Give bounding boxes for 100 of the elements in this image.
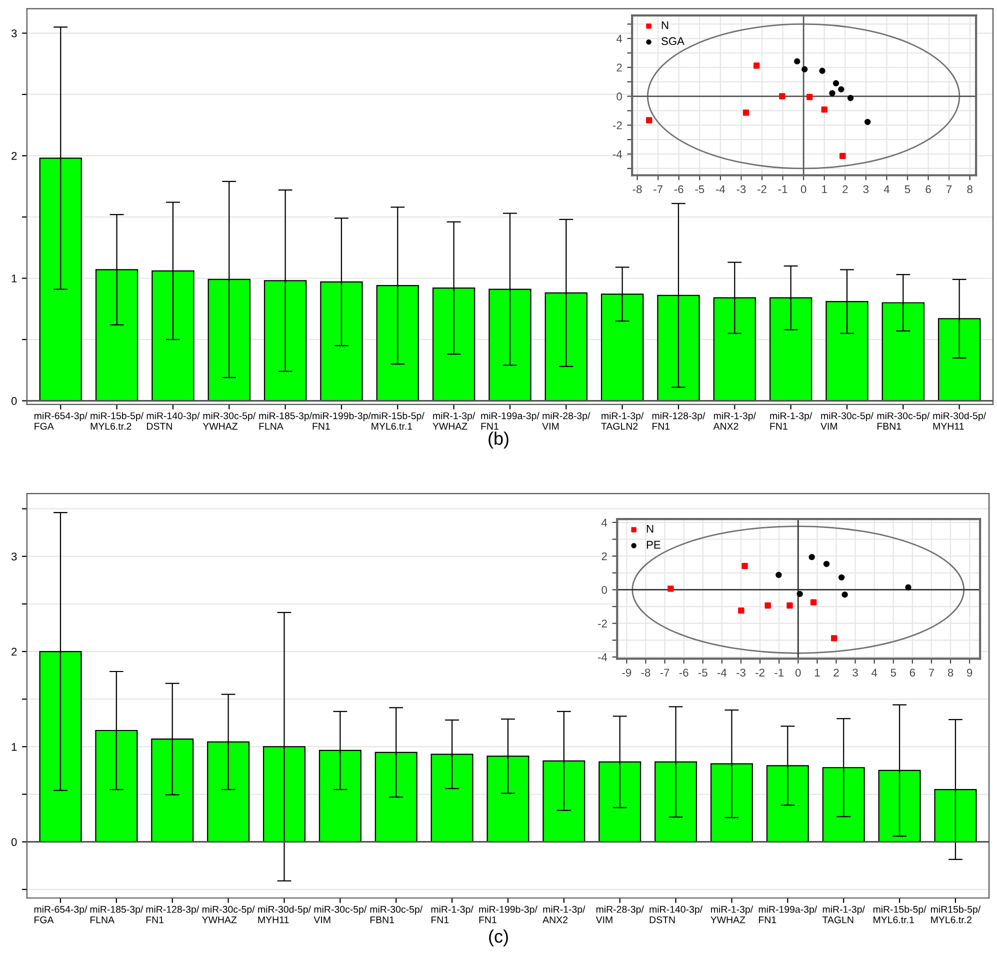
point bbox=[806, 94, 813, 100]
x-tick-label: miR-1-3p/ YWHAZ bbox=[432, 412, 476, 430]
y-tick-label: 3 bbox=[11, 29, 17, 38]
x-tick-label: -4 bbox=[716, 185, 726, 194]
point bbox=[819, 68, 826, 74]
x-tick-label: miR-28-3p/ VIM bbox=[596, 906, 644, 924]
text: (b) bbox=[488, 432, 508, 448]
y-tick-label: 0 bbox=[11, 838, 17, 846]
text: (c) bbox=[489, 930, 508, 946]
point bbox=[864, 118, 871, 126]
x-tick-label: 0 bbox=[800, 185, 806, 194]
x-tick-label: 9 bbox=[967, 668, 972, 677]
y-tick-label: 3 bbox=[11, 552, 17, 560]
point bbox=[796, 590, 803, 598]
x-tick-label: 5 bbox=[890, 668, 896, 677]
y-tick-label: -2 bbox=[598, 620, 607, 628]
point bbox=[808, 554, 815, 560]
point bbox=[840, 152, 846, 160]
x-tick-label: -8 bbox=[641, 668, 650, 677]
x-tick-label: -9 bbox=[622, 668, 632, 677]
point bbox=[821, 106, 828, 113]
point bbox=[838, 86, 844, 92]
x-tick-label: miR-30d-5p/ MYH11 bbox=[258, 906, 311, 924]
x-tick-label: -5 bbox=[698, 668, 708, 677]
x-tick-label: miR-1-3p/ YWHAZ bbox=[710, 906, 754, 924]
x-tick-label: miR-128-3p/ FN1 bbox=[652, 412, 706, 430]
x-tick-label: -2 bbox=[758, 185, 766, 194]
x-tick-label: 6 bbox=[926, 185, 931, 194]
x-tick-label: -1 bbox=[774, 668, 784, 676]
point bbox=[742, 562, 748, 570]
x-tick-label: -5 bbox=[695, 185, 704, 194]
x-tick-label: miR-15b-5p/ MYL6.tr.1 bbox=[372, 412, 424, 430]
x-tick-label: 6 bbox=[910, 668, 916, 677]
point bbox=[646, 117, 652, 124]
point bbox=[742, 109, 750, 116]
legend-label: N bbox=[662, 21, 668, 30]
legend-label: PE bbox=[646, 540, 660, 549]
x-tick-label: miR-199b-3p/ FN1 bbox=[312, 412, 371, 430]
legend-label: SGA bbox=[661, 37, 684, 46]
x-tick-label: miR-140-3p/ DSTN bbox=[146, 412, 200, 430]
point bbox=[832, 80, 840, 86]
y-tick-label: 2 bbox=[616, 64, 622, 72]
y-tick-label: 0 bbox=[616, 92, 622, 100]
x-tick-label: miR-140-3p/ DSTN bbox=[650, 906, 703, 924]
y-tick-label: -2 bbox=[612, 121, 622, 130]
x-tick-label: miR-30c-5p/ YWHAZ bbox=[202, 906, 255, 924]
point bbox=[668, 586, 674, 592]
x-tick-label: -8 bbox=[632, 185, 642, 194]
x-tick-label: miR15b-5p/ MYL6.tr.2 bbox=[930, 906, 981, 924]
x-tick-label: -1 bbox=[778, 185, 788, 194]
point bbox=[842, 591, 848, 598]
y-tick-label: -4 bbox=[598, 653, 608, 662]
x-tick-label: 7 bbox=[928, 668, 934, 676]
y-tick-label: 0 bbox=[602, 586, 607, 594]
point bbox=[764, 602, 771, 609]
point bbox=[779, 93, 786, 100]
point bbox=[905, 584, 912, 590]
point bbox=[738, 607, 744, 614]
x-tick-label: miR-30c-5p/ VIM bbox=[820, 412, 874, 430]
x-tick-label: miR-15b-5p/ MYL6.tr.1 bbox=[873, 906, 926, 924]
x-tick-label: 4 bbox=[871, 668, 878, 676]
x-tick-label: miR-199a-3p/ FN1 bbox=[758, 906, 818, 924]
x-tick-label: -7 bbox=[654, 185, 662, 194]
x-tick-label: miR-654-3p/ FGA bbox=[34, 906, 88, 924]
x-tick-label: -7 bbox=[660, 668, 670, 676]
point bbox=[823, 560, 830, 568]
y-tick-label: -4 bbox=[612, 150, 622, 158]
x-tick-label: miR-15b-5p/ MYL6.tr.2 bbox=[90, 412, 144, 430]
point bbox=[810, 599, 817, 606]
y-tick-label: 4 bbox=[601, 518, 608, 526]
point bbox=[829, 90, 836, 96]
x-tick-label: 8 bbox=[948, 668, 954, 677]
x-tick-label: miR-1-3p/ FN1 bbox=[770, 412, 812, 430]
x-tick-label: miR-1-3p/ ANX2 bbox=[542, 906, 586, 924]
x-tick-label: 1 bbox=[822, 185, 827, 194]
x-tick-label: 2 bbox=[834, 668, 839, 676]
x-tick-label: miR-1-3p/ TAGLN bbox=[822, 906, 865, 924]
legend-label: N bbox=[646, 525, 654, 533]
x-tick-label: miR-30c-5p/ FBN1 bbox=[370, 906, 423, 924]
x-tick-label: miR-30c-5p/ VIM bbox=[314, 906, 367, 924]
x-tick-label: 4 bbox=[884, 185, 890, 194]
x-tick-label: -6 bbox=[674, 185, 684, 194]
point bbox=[794, 58, 800, 64]
x-tick-label: miR-654-3p/ FGA bbox=[34, 412, 88, 430]
x-tick-label: miR-1-3p/ ANX2 bbox=[713, 412, 756, 430]
x-tick-label: miR-30d-5p/ MYH11 bbox=[933, 412, 986, 430]
x-tick-label: -3 bbox=[736, 668, 746, 677]
point bbox=[802, 66, 808, 72]
x-tick-label: 3 bbox=[863, 185, 869, 194]
point bbox=[776, 572, 782, 578]
point bbox=[753, 62, 760, 69]
x-tick-label: -3 bbox=[736, 185, 746, 194]
y-tick-label: 1 bbox=[12, 743, 17, 751]
y-tick-label: 2 bbox=[12, 152, 17, 160]
x-tick-label: miR-185-3p/ FLNA bbox=[259, 412, 312, 430]
y-tick-label: 4 bbox=[616, 34, 622, 43]
x-tick-label: 0 bbox=[795, 668, 801, 677]
x-tick-label: miR-199b-3p/ FN1 bbox=[479, 906, 538, 924]
x-tick-label: miR-30c-5p/ FBN1 bbox=[877, 412, 930, 430]
x-tick-label: 2 bbox=[842, 185, 848, 194]
